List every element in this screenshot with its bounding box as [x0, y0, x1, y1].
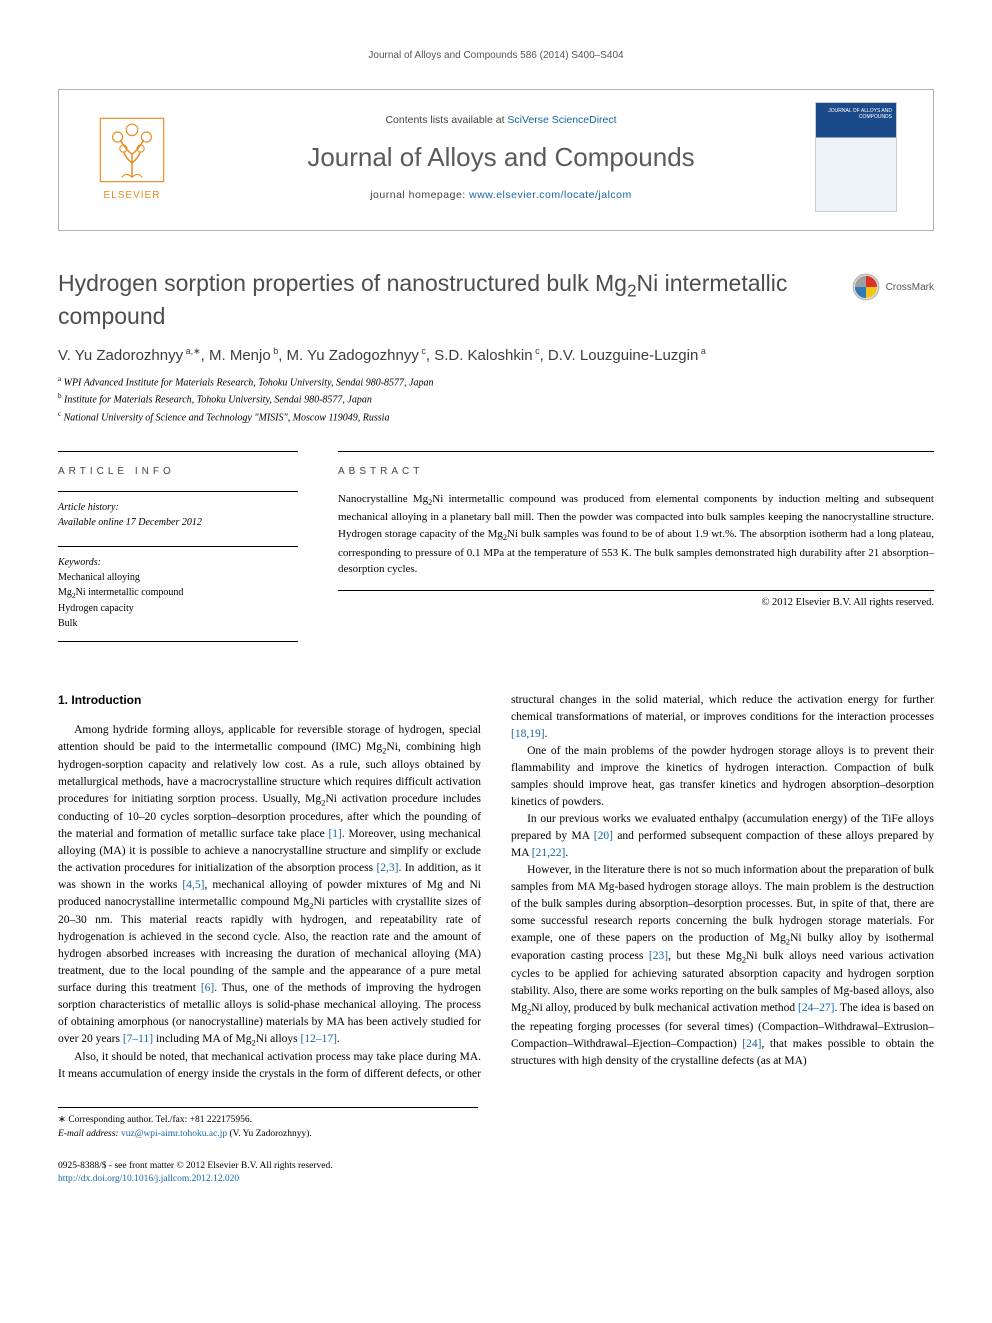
affiliations: a WPI Advanced Institute for Materials R…	[58, 374, 934, 425]
crossmark-label: CrossMark	[886, 282, 934, 293]
copyright-line: © 2012 Elsevier B.V. All rights reserved…	[338, 597, 934, 608]
homepage-line: journal homepage: www.elsevier.com/locat…	[201, 189, 801, 201]
running-header: Journal of Alloys and Compounds 586 (201…	[58, 50, 934, 61]
keyword: Mg2Ni intermetallic compound	[58, 585, 298, 601]
contents-prefix: Contents lists available at	[385, 114, 507, 126]
body-paragraph: Among hydride forming alloys, applicable…	[58, 722, 481, 1049]
elsevier-logo: ELSEVIER	[77, 114, 187, 201]
cover-thumb-title: JOURNAL OF ALLOYS AND COMPOUNDS	[820, 109, 892, 120]
journal-title: Journal of Alloys and Compounds	[201, 142, 801, 173]
journal-header-box: ELSEVIER Contents lists available at Sci…	[58, 89, 934, 231]
article-history: Article history: Available online 17 Dec…	[58, 491, 298, 530]
keywords-label: Keywords:	[58, 555, 298, 570]
contents-available-line: Contents lists available at SciVerse Sci…	[201, 114, 801, 126]
homepage-link[interactable]: www.elsevier.com/locate/jalcom	[469, 189, 632, 201]
footnotes: ∗ Corresponding author. Tel./fax: +81 22…	[58, 1107, 478, 1142]
history-line: Available online 17 December 2012	[58, 515, 298, 530]
email-line: E-mail address: vuz@wpi-aimr.tohoku.ac.j…	[58, 1128, 478, 1142]
article-info-label: ARTICLE INFO	[58, 466, 298, 477]
abstract-text: Nanocrystalline Mg2Ni intermetallic comp…	[338, 491, 934, 591]
journal-cover-thumbnail: JOURNAL OF ALLOYS AND COMPOUNDS	[815, 102, 897, 212]
abstract-label: ABSTRACT	[338, 466, 934, 477]
keyword: Hydrogen capacity	[58, 601, 298, 616]
homepage-prefix: journal homepage:	[370, 189, 469, 201]
abstract-column: ABSTRACT Nanocrystalline Mg2Ni intermeta…	[338, 451, 934, 642]
crossmark-icon	[852, 273, 880, 301]
article-info-column: ARTICLE INFO Article history: Available …	[58, 451, 298, 642]
crossmark-badge[interactable]: CrossMark	[852, 273, 934, 301]
history-label: Article history:	[58, 500, 298, 515]
keyword: Mechanical alloying	[58, 570, 298, 585]
header-center: Contents lists available at SciVerse Sci…	[201, 114, 801, 201]
affiliation-line: a WPI Advanced Institute for Materials R…	[58, 374, 934, 390]
affiliation-line: c National University of Science and Tec…	[58, 409, 934, 425]
section-heading-introduction: 1. Introduction	[58, 692, 481, 710]
section-title: Introduction	[71, 693, 141, 707]
page-footer: 0925-8388/$ - see front matter © 2012 El…	[58, 1160, 934, 1187]
article-title: Hydrogen sorption properties of nanostru…	[58, 269, 832, 332]
keywords-block: Keywords: Mechanical alloyingMg2Ni inter…	[58, 546, 298, 642]
article-body: 1. Introduction Among hydride forming al…	[58, 692, 934, 1083]
elsevier-logo-text: ELSEVIER	[104, 190, 161, 201]
body-paragraph: However, in the literature there is not …	[511, 862, 934, 1069]
keyword: Bulk	[58, 616, 298, 631]
corresponding-author: ∗ Corresponding author. Tel./fax: +81 22…	[58, 1114, 478, 1128]
email-label: E-mail address:	[58, 1129, 119, 1139]
body-paragraph: One of the main problems of the powder h…	[511, 743, 934, 811]
body-paragraph: In our previous works we evaluated entha…	[511, 811, 934, 862]
email-name: (V. Yu Zadorozhnyy).	[229, 1129, 311, 1139]
elsevier-tree-icon	[96, 114, 168, 186]
front-matter-line: 0925-8388/$ - see front matter © 2012 El…	[58, 1160, 934, 1173]
email-link[interactable]: vuz@wpi-aimr.tohoku.ac.jp	[121, 1129, 227, 1139]
author-list: V. Yu Zadorozhnyy a,∗, M. Menjo b, M. Yu…	[58, 346, 934, 364]
affiliation-line: b Institute for Materials Research, Toho…	[58, 391, 934, 407]
doi-link[interactable]: http://dx.doi.org/10.1016/j.jallcom.2012…	[58, 1174, 239, 1184]
sciencedirect-link[interactable]: SciVerse ScienceDirect	[507, 114, 616, 126]
section-number: 1.	[58, 693, 68, 707]
